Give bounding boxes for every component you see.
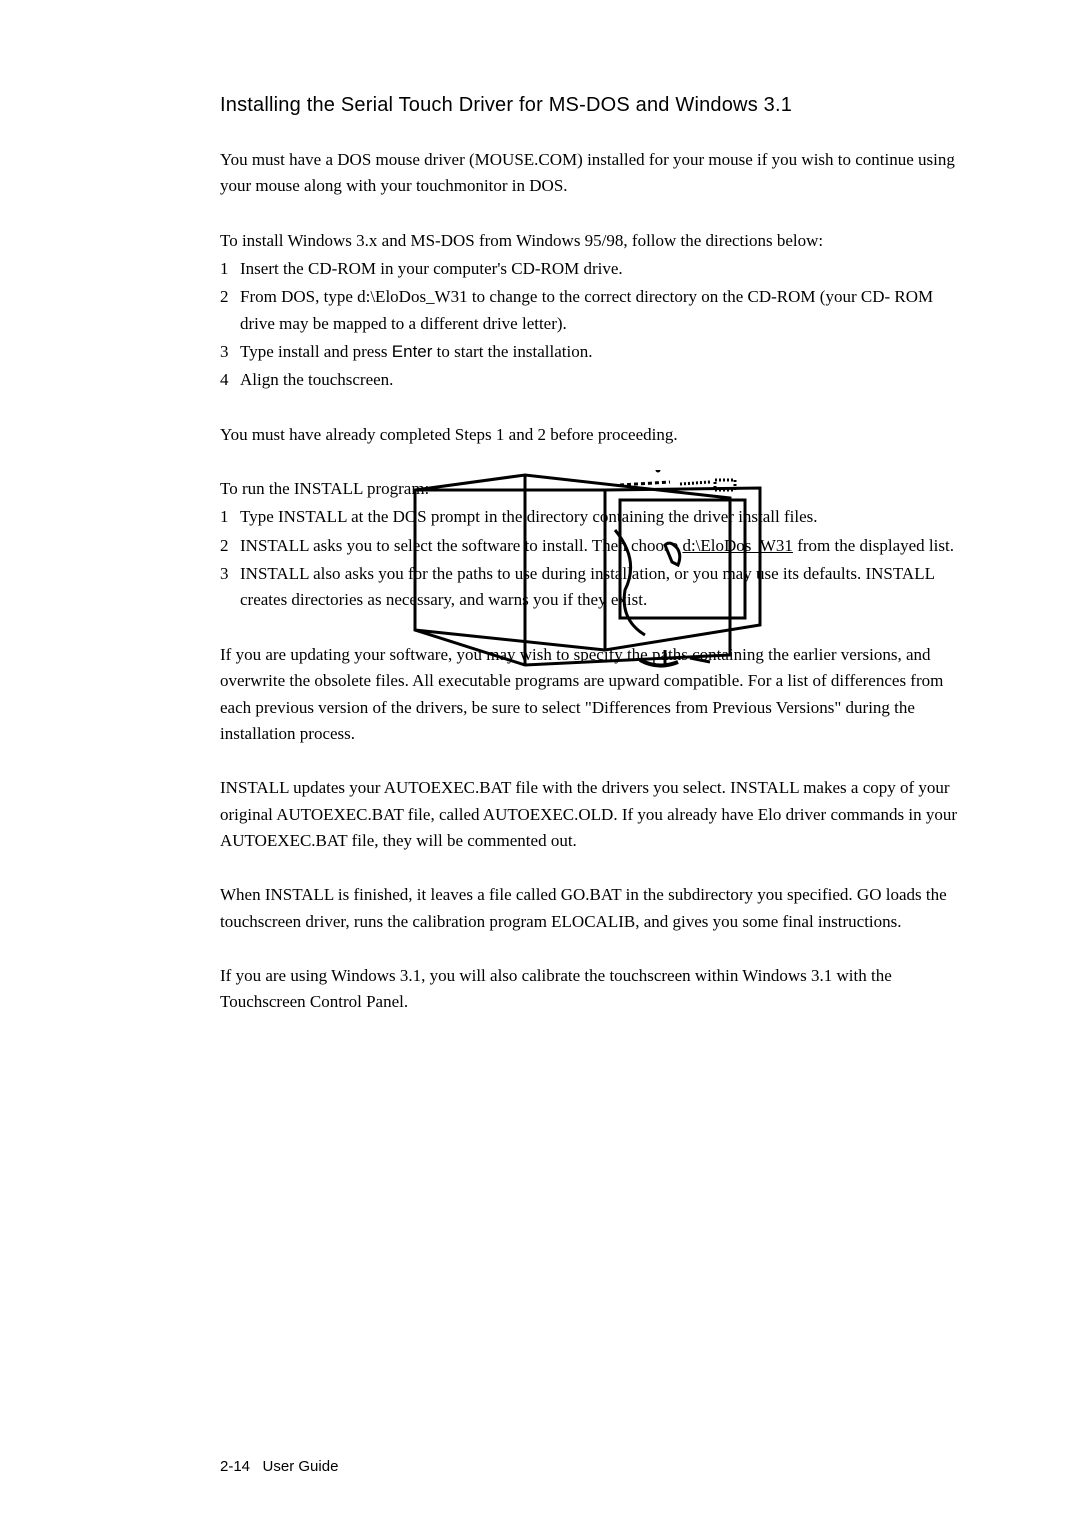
gobat-paragraph: When INSTALL is finished, it leaves a fi… [220,882,965,935]
list-text: Insert the CD-ROM in your computer's CD-… [240,256,965,282]
list-number: 3 [220,561,240,614]
list-number: 1 [220,504,240,530]
underlined-path: d:\EloDos_W31 [682,536,793,555]
autoexec-paragraph: INSTALL updates your AUTOEXEC.BAT file w… [220,775,965,854]
list-text-after: to start the installation. [432,342,592,361]
list-number: 1 [220,256,240,282]
list-item: 2 From DOS, type d:\EloDos_W31 to change… [220,284,965,337]
updating-paragraph: If you are updating your software, you m… [220,642,965,747]
list-item: 4 Align the touchscreen. [220,367,965,393]
run-install-intro: To run the INSTALL program: [220,476,965,502]
footer-label: User Guide [263,1458,339,1475]
list-number: 2 [220,284,240,337]
list-text: Type install and press Enter to start th… [240,339,965,365]
win31-paragraph: If you are using Windows 3.1, you will a… [220,963,965,1016]
list-text: INSTALL also asks you for the paths to u… [240,561,965,614]
already-completed-paragraph: You must have already completed Steps 1 … [220,422,965,448]
page-footer: 2-14 User Guide [220,1458,338,1475]
install-steps-list: 1 Insert the CD-ROM in your computer's C… [220,256,965,394]
list-item: 2 INSTALL asks you to select the softwar… [220,533,965,559]
list-text-after: from the displayed list. [793,536,954,555]
list-text: INSTALL asks you to select the software … [240,533,965,559]
intro-paragraph: You must have a DOS mouse driver (MOUSE.… [220,147,965,200]
install-directions-intro: To install Windows 3.x and MS-DOS from W… [220,228,965,254]
list-item: 1 Type INSTALL at the DOS prompt in the … [220,504,965,530]
list-item: 1 Insert the CD-ROM in your computer's C… [220,256,965,282]
list-text: From DOS, type d:\EloDos_W31 to change t… [240,284,965,337]
list-text-before: INSTALL asks you to select the software … [240,536,682,555]
list-text-before: Type install and press [240,342,392,361]
enter-key-label: Enter [392,342,433,361]
list-item: 3 Type install and press Enter to start … [220,339,965,365]
list-number: 4 [220,367,240,393]
list-number: 3 [220,339,240,365]
section-heading: Installing the Serial Touch Driver for M… [220,94,965,117]
list-text: Type INSTALL at the DOS prompt in the di… [240,504,965,530]
footer-page-number: 2-14 [220,1458,250,1475]
list-text: Align the touchscreen. [240,367,965,393]
run-install-steps-list: 1 Type INSTALL at the DOS prompt in the … [220,504,965,613]
list-number: 2 [220,533,240,559]
list-item: 3 INSTALL also asks you for the paths to… [220,561,965,614]
